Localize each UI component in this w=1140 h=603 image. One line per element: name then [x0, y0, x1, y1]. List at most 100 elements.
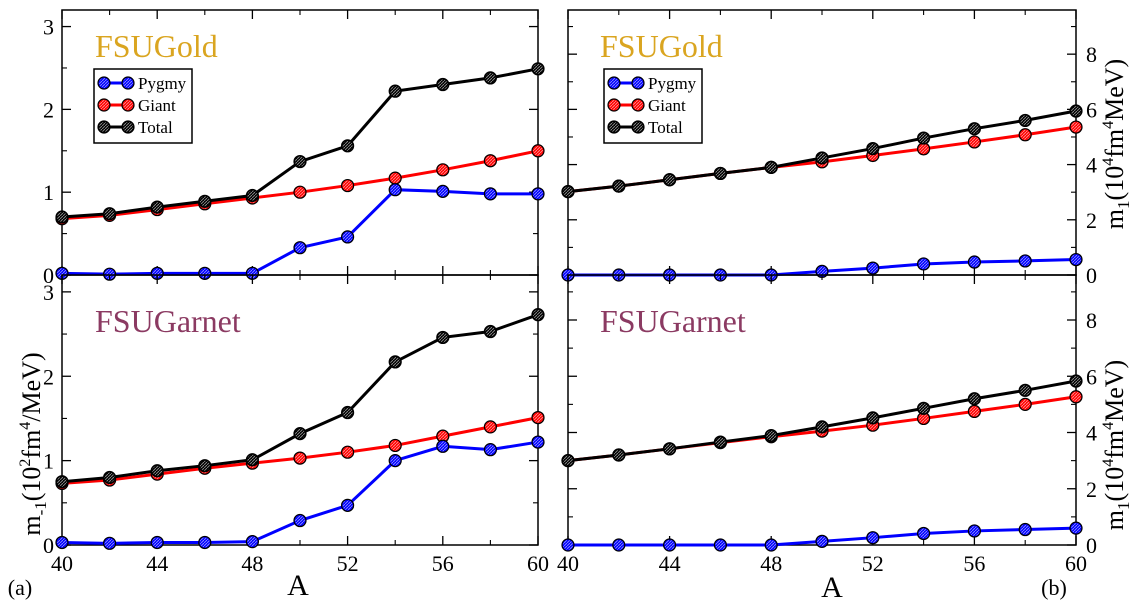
legend-label-giant: Giant	[138, 96, 176, 115]
data-point-hatch	[438, 431, 448, 441]
data-point-hatch	[390, 173, 400, 183]
data-point-hatch	[919, 259, 929, 269]
data-point-hatch	[715, 540, 725, 550]
data-point-hatch	[868, 263, 878, 273]
data-point-hatch	[200, 537, 210, 547]
legend-label-pygmy: Pygmy	[648, 74, 697, 93]
data-point-hatch	[1071, 106, 1081, 116]
data-point-hatch	[438, 80, 448, 90]
legend-label-total: Total	[648, 118, 683, 137]
x-tick-label: 44	[659, 551, 681, 576]
panel-top-right: 0 2 4 6 8 FSUGold Pygmy Giant Total	[562, 10, 1097, 288]
y-tick-label: 8	[1086, 308, 1097, 333]
ylabel-right-top: m1(104fm4MeV)	[1100, 59, 1133, 229]
data-point-hatch	[200, 461, 210, 471]
legend-swatch-hatch	[609, 100, 619, 110]
data-point-hatch	[665, 540, 675, 550]
data-point-hatch	[614, 540, 624, 550]
x-tick-label: 40	[51, 551, 73, 576]
data-point-hatch	[1020, 399, 1030, 409]
data-point-hatch	[969, 526, 979, 536]
data-point-hatch	[343, 500, 353, 510]
legend-label-giant: Giant	[648, 96, 686, 115]
y-tick-label: 2	[1086, 477, 1097, 502]
data-point-hatch	[969, 406, 979, 416]
legend-swatch-hatch	[633, 122, 643, 132]
data-point-hatch	[390, 86, 400, 96]
data-point-hatch	[766, 162, 776, 172]
y-tick-label: 3	[43, 15, 54, 40]
data-point-hatch	[438, 441, 448, 451]
data-point-hatch	[57, 477, 67, 487]
data-point-hatch	[715, 168, 725, 178]
data-point-hatch	[438, 332, 448, 342]
data-point-hatch	[817, 536, 827, 546]
data-point-hatch	[390, 357, 400, 367]
data-point-hatch	[485, 189, 495, 199]
data-point-hatch	[969, 394, 979, 404]
data-point-hatch	[969, 257, 979, 267]
y-tick-label: 0	[43, 533, 54, 558]
panel-label-b: (b)	[1041, 575, 1067, 600]
data-point-hatch	[485, 327, 495, 337]
y-tick-label: 3	[43, 280, 54, 305]
data-point-hatch	[485, 422, 495, 432]
data-point-hatch	[868, 413, 878, 423]
data-point-hatch	[105, 209, 115, 219]
data-point-hatch	[563, 187, 573, 197]
data-point-hatch	[295, 516, 305, 526]
panel-title: FSUGold	[95, 28, 218, 64]
y-tick-label: 6	[1086, 97, 1097, 122]
legend-swatch-hatch	[609, 122, 619, 132]
data-point-hatch	[1071, 376, 1081, 386]
y-tick-label: 4	[1086, 153, 1097, 178]
x-tick-label: 48	[760, 551, 782, 576]
data-point-hatch	[1020, 525, 1030, 535]
data-point-hatch	[1020, 130, 1030, 140]
data-point-hatch	[919, 144, 929, 154]
ylabel-left-bottom: m-1(102fm4/MeV)	[17, 352, 50, 535]
data-point-hatch	[438, 165, 448, 175]
y-tick-label: 8	[1086, 42, 1097, 67]
y-tick-label: 0	[1086, 533, 1097, 558]
legend-swatch-hatch	[99, 122, 109, 132]
data-point-hatch	[152, 466, 162, 476]
legend-swatch-hatch	[123, 78, 133, 88]
x-tick-label: 56	[432, 551, 454, 576]
x-tick-label: 56	[963, 551, 985, 576]
data-point-hatch	[485, 156, 495, 166]
data-point-hatch	[295, 187, 305, 197]
data-point-hatch	[614, 181, 624, 191]
data-point-hatch	[533, 146, 543, 156]
data-point-hatch	[1071, 523, 1081, 533]
data-point-hatch	[343, 447, 353, 457]
data-point-hatch	[715, 437, 725, 447]
x-tick-label: 40	[557, 551, 579, 576]
data-point-hatch	[533, 413, 543, 423]
series-line-pygmy	[62, 190, 538, 274]
panel-title: FSUGarnet	[95, 303, 241, 339]
data-point-hatch	[1020, 256, 1030, 266]
data-point-hatch	[1071, 122, 1081, 132]
panel-title: FSUGold	[600, 28, 723, 64]
data-point-hatch	[485, 73, 495, 83]
xlabel-right: A	[821, 571, 843, 603]
data-point-hatch	[919, 403, 929, 413]
data-point-hatch	[295, 243, 305, 253]
legend-label-total: Total	[138, 118, 173, 137]
data-point-hatch	[533, 310, 543, 320]
data-point-hatch	[390, 456, 400, 466]
data-point-hatch	[533, 64, 543, 74]
data-point-hatch	[438, 186, 448, 196]
panel-label-a: (a)	[8, 575, 32, 600]
y-tick-label: 0	[1086, 263, 1097, 288]
data-point-hatch	[817, 422, 827, 432]
data-point-hatch	[1071, 392, 1081, 402]
data-point-hatch	[343, 181, 353, 191]
legend-swatch-hatch	[123, 122, 133, 132]
data-point-hatch	[1020, 385, 1030, 395]
ylabel-right-bottom: m1(104fm4MeV)	[1100, 360, 1133, 530]
panel-title: FSUGarnet	[600, 303, 746, 339]
y-tick-label: 6	[1086, 364, 1097, 389]
panel-top-left: 0 1 2 3 FSUGold Pygmy Giant Total	[43, 10, 544, 288]
